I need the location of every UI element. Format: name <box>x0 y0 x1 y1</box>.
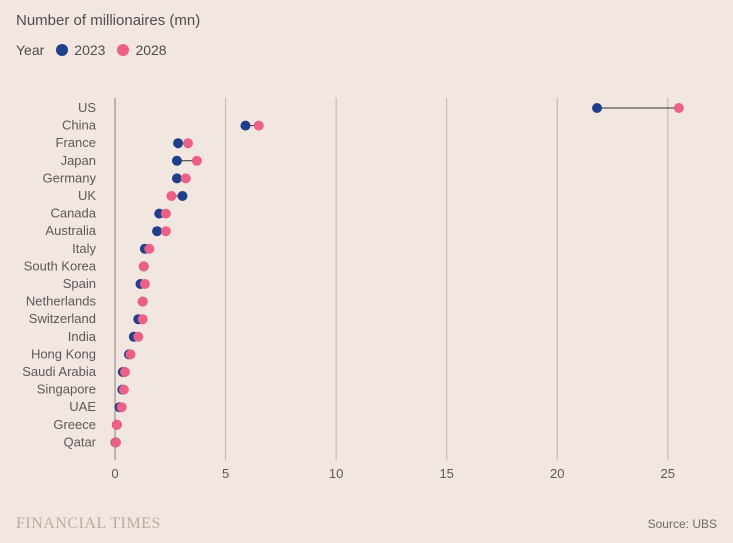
x-tick-label: 0 <box>111 466 118 481</box>
legend-swatch-2028 <box>117 44 129 56</box>
brand-label: FINANCIAL TIMES <box>16 515 161 533</box>
chart-title: Number of millionaires (mn) <box>16 12 200 29</box>
marker-2028 <box>119 385 129 395</box>
row-label: Hong Kong <box>31 346 96 361</box>
marker-2028 <box>674 103 684 113</box>
row-label: US <box>78 100 96 115</box>
marker-2023 <box>172 156 182 166</box>
row-label: India <box>68 329 97 344</box>
marker-2028 <box>138 314 148 324</box>
marker-2028 <box>183 138 193 148</box>
marker-2028 <box>126 349 136 359</box>
marker-2028 <box>254 121 264 131</box>
marker-2023 <box>177 191 187 201</box>
chart-legend: Year 2023 2028 <box>16 42 173 58</box>
x-tick-label: 25 <box>661 466 675 481</box>
row-label: UAE <box>69 399 96 414</box>
row-label: Spain <box>63 276 96 291</box>
row-label: Singapore <box>37 382 96 397</box>
x-tick-label: 5 <box>222 466 229 481</box>
plot-area: 0 5 10 15 20 25 US China France Japan Germany UK Can… <box>16 90 717 500</box>
marker-2028 <box>138 297 148 307</box>
x-tick-label: 20 <box>550 466 564 481</box>
row-label: Qatar <box>63 434 96 449</box>
source-label: Source: UBS <box>648 517 717 531</box>
legend-swatch-2023 <box>56 44 68 56</box>
marker-2028 <box>140 279 150 289</box>
legend-series-2028: 2028 <box>135 42 166 58</box>
marker-2028 <box>161 226 171 236</box>
row-label: Netherlands <box>26 294 97 309</box>
marker-2023 <box>592 103 602 113</box>
marker-2028 <box>181 173 191 183</box>
marker-2028 <box>120 367 130 377</box>
row-label: UK <box>78 188 96 203</box>
marker-2028 <box>111 437 121 447</box>
marker-2028 <box>112 420 122 430</box>
row-label: Canada <box>50 206 96 221</box>
row-label: China <box>62 118 97 133</box>
x-tick-label: 10 <box>329 466 343 481</box>
marker-2028 <box>166 191 176 201</box>
row-label: France <box>56 135 96 150</box>
marker-2023 <box>172 173 182 183</box>
marker-2023 <box>173 138 183 148</box>
row-label: Japan <box>61 153 96 168</box>
row-label: South Korea <box>24 258 97 273</box>
marker-2028 <box>144 244 154 254</box>
marker-2028 <box>161 209 171 219</box>
row-label: Germany <box>43 170 97 185</box>
chart-container: { "chart": { "type": "dumbbell", "title"… <box>0 0 733 543</box>
chart-svg: 0 5 10 15 20 25 US China France Japan Germany UK Can… <box>16 90 717 500</box>
row-label: Italy <box>72 241 96 256</box>
marker-2028 <box>192 156 202 166</box>
legend-series-2023: 2023 <box>74 42 105 58</box>
row-label: Greece <box>53 417 96 432</box>
x-tick-label: 15 <box>439 466 453 481</box>
marker-2028 <box>133 332 143 342</box>
marker-2023 <box>240 121 250 131</box>
marker-2028 <box>117 402 127 412</box>
row-label: Switzerland <box>29 311 96 326</box>
row-label: Saudi Arabia <box>22 364 96 379</box>
row-label: Australia <box>45 223 96 238</box>
marker-2028 <box>139 261 149 271</box>
marker-2023 <box>152 226 162 236</box>
legend-label: Year <box>16 42 44 58</box>
